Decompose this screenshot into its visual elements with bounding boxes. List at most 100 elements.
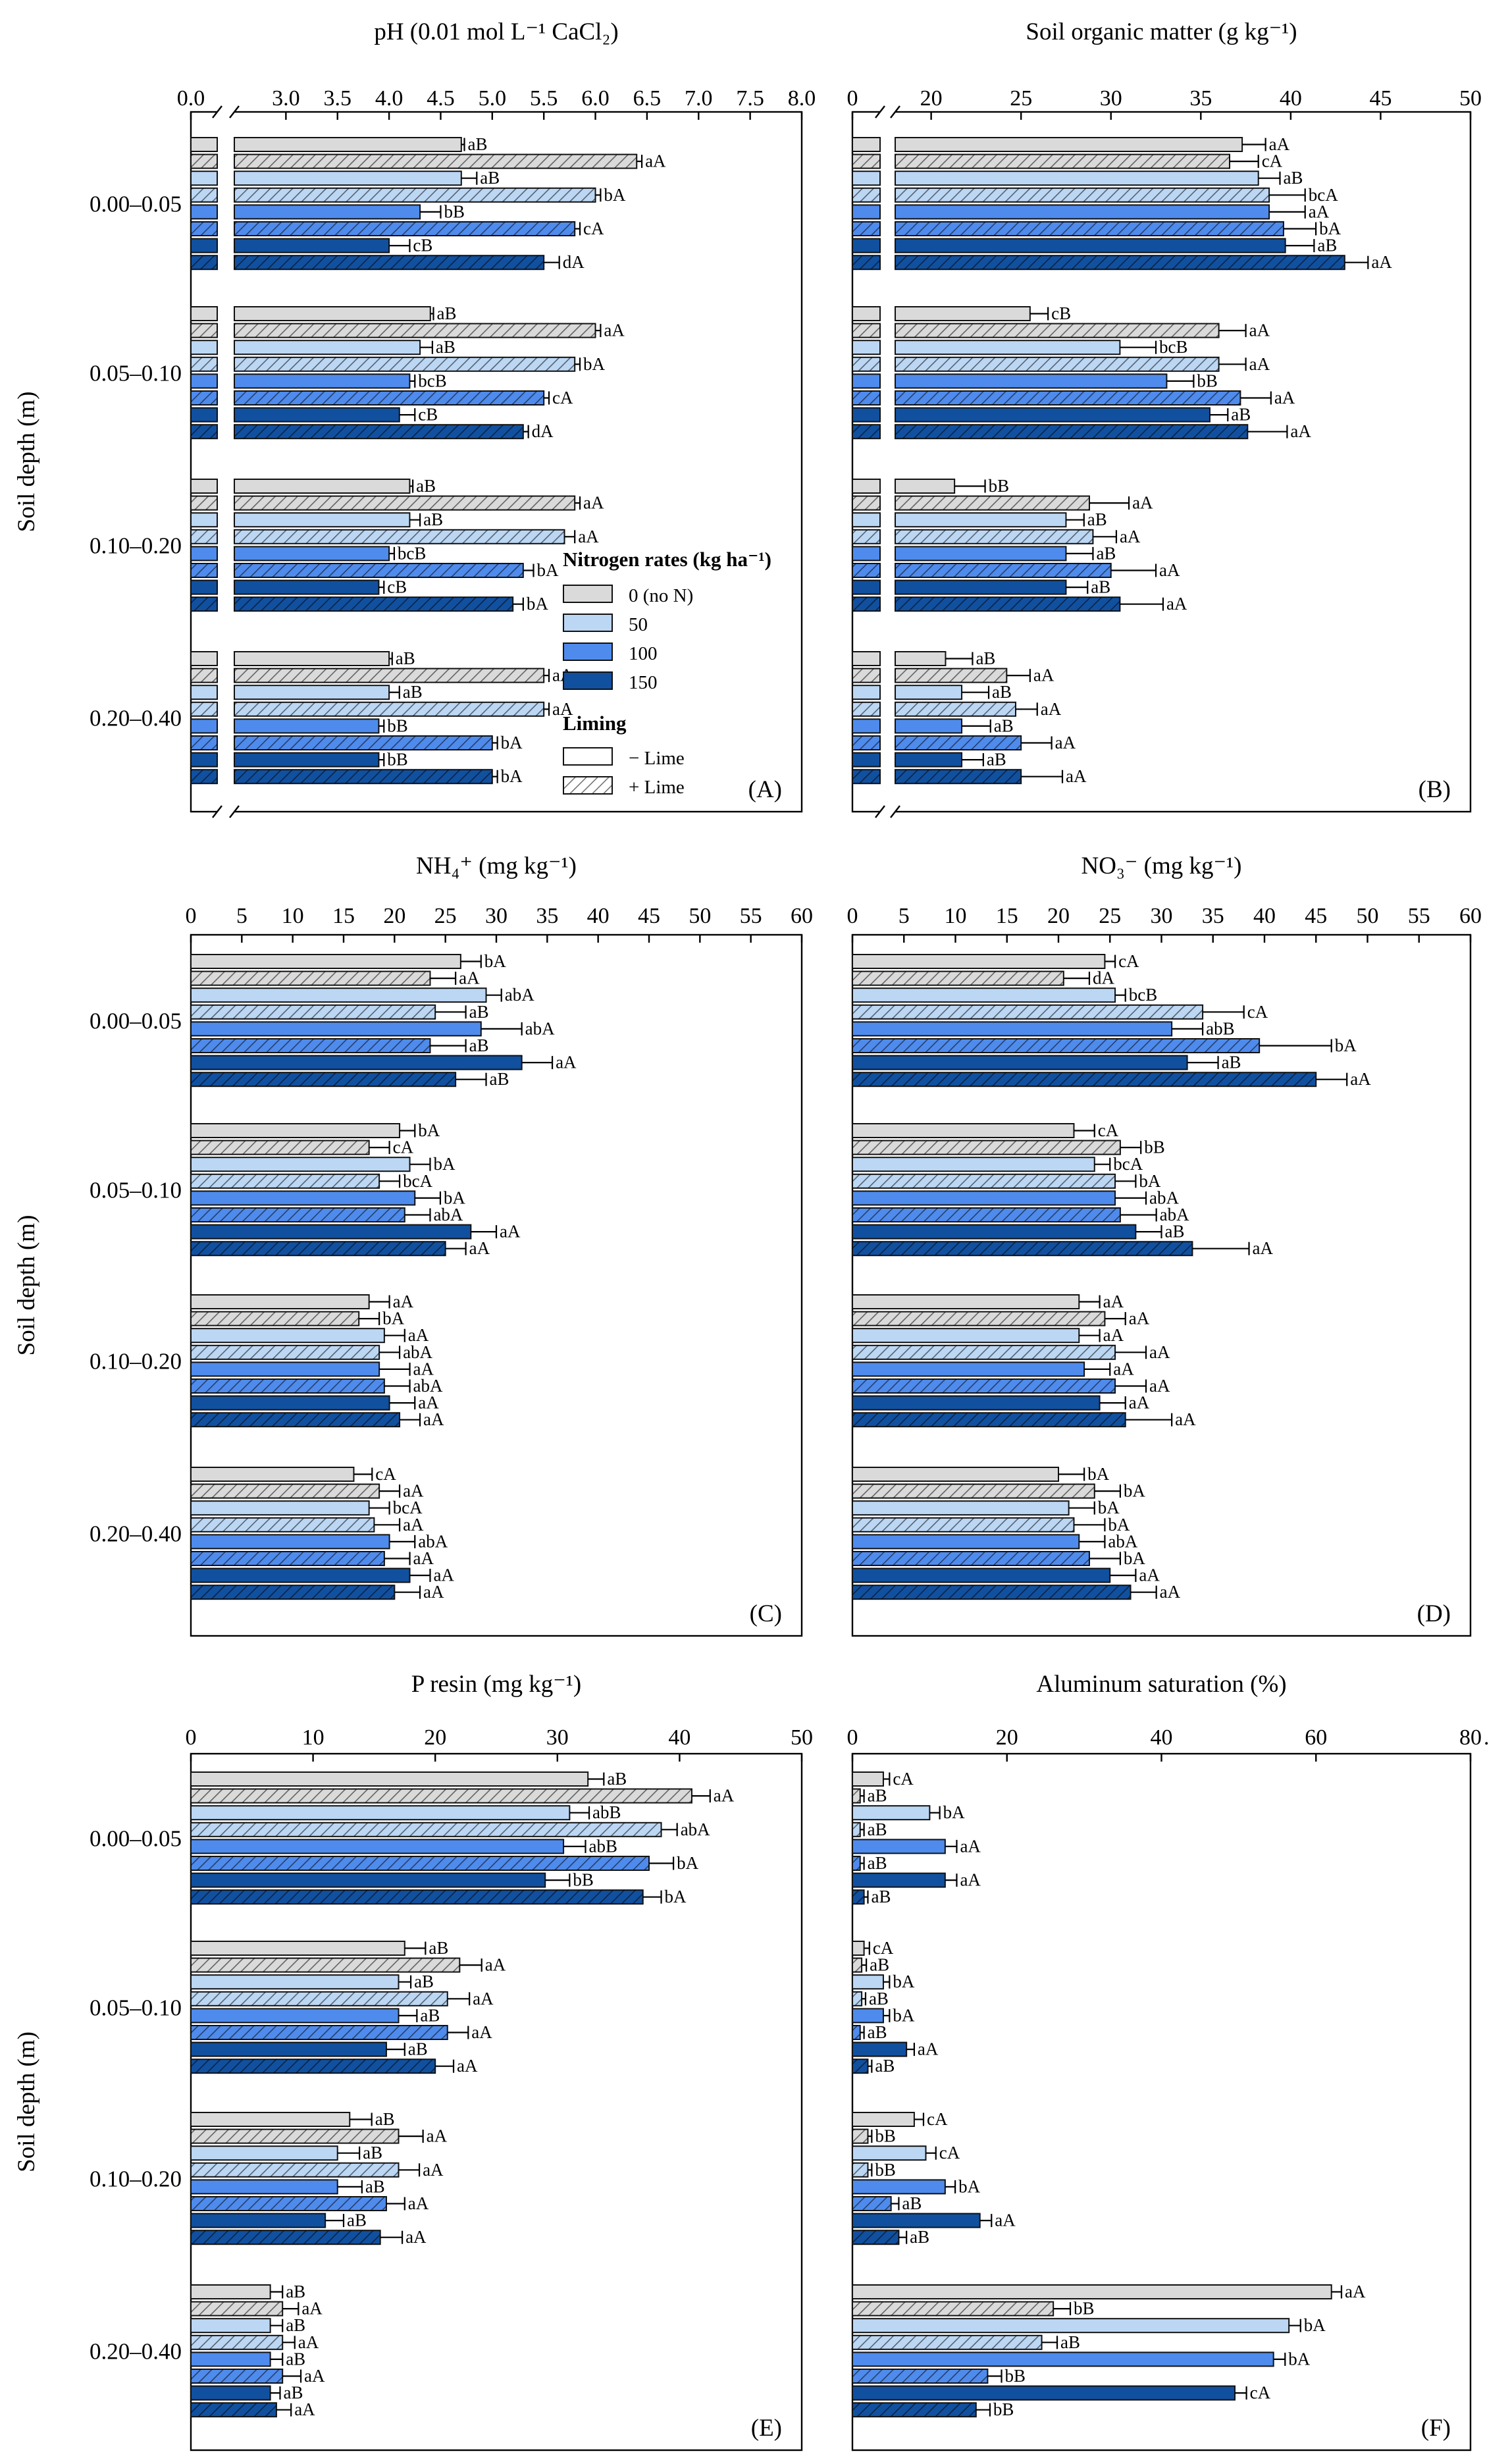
significance-label: aA <box>427 2126 448 2146</box>
panels: 0.0 3.0 3.5 4.0 4.5 5.0 5.5 6.0 6.5 7.0 7.5 8.0pH (… <box>13 18 1490 2451</box>
bar-stub <box>190 479 218 494</box>
bar-hatch <box>191 2301 283 2316</box>
bar-hatch <box>191 1991 448 2006</box>
bar-stub <box>190 651 218 666</box>
significance-label: aB <box>429 1938 448 1958</box>
significance-label: aB <box>868 2022 887 2042</box>
significance-label: cA <box>1262 151 1283 171</box>
bar <box>895 306 1031 321</box>
bar <box>852 1021 1173 1037</box>
bar <box>190 1839 565 1854</box>
chart-title: NH₄⁺ (mg kg⁻¹) <box>416 852 577 879</box>
bar <box>190 1328 385 1344</box>
significance-label: aA <box>1309 201 1330 221</box>
significance-label: aA <box>471 2022 492 2042</box>
bar <box>190 1467 355 1482</box>
significance-label: bA <box>501 733 523 752</box>
significance-label: bB <box>444 201 465 221</box>
bar-hatch <box>234 564 523 577</box>
significance-label: aB <box>436 303 456 323</box>
bar-hatch <box>191 1072 456 1087</box>
y-axis-label: Soil depth (m) <box>13 392 40 533</box>
bar-stub-hatch <box>191 736 217 750</box>
bar <box>190 2385 271 2401</box>
significance-label: aA <box>1129 1393 1150 1413</box>
bar-hatch <box>895 770 1022 784</box>
significance-label: bA <box>1098 1498 1120 1517</box>
bar-hatch <box>191 1379 384 1393</box>
significance-label: bcA <box>1113 1154 1143 1174</box>
significance-label: bA <box>1108 1515 1130 1534</box>
legend-swatch-1 <box>563 614 613 632</box>
significance-label: cA <box>583 219 604 238</box>
bar-hatch <box>852 1552 1089 1565</box>
x-tick-label: 40 <box>1280 86 1302 111</box>
legend-swatch-no-lime <box>563 747 613 766</box>
x-tick-label: 0 <box>186 904 197 928</box>
significance-label: aA <box>645 151 666 171</box>
bar <box>852 1941 865 1956</box>
significance-label: aA <box>469 1238 490 1258</box>
significance-label: aA <box>1120 527 1141 546</box>
bar-hatch <box>191 1311 359 1326</box>
bar-hatch <box>191 2059 436 2074</box>
bar <box>895 137 1243 152</box>
x-tick-label: 3.0 <box>272 86 300 111</box>
significance-label: aA <box>1175 1409 1196 1429</box>
bar <box>190 2213 326 2228</box>
legend-swatch-3 <box>563 671 613 690</box>
bar <box>190 1123 401 1138</box>
significance-label: cA <box>375 1464 396 1484</box>
x-tick-label: 3.5 <box>323 86 351 111</box>
bar <box>852 1534 1080 1550</box>
significance-label: aB <box>910 2227 929 2247</box>
x-tick-label: 30 <box>1100 86 1122 111</box>
significance-label: aA <box>1350 1069 1371 1089</box>
x-tick-label: 35 <box>1202 904 1224 928</box>
bar <box>852 1395 1101 1411</box>
panel-label: (D) <box>1417 1600 1451 1627</box>
x-tick-label: 50 <box>791 1725 813 1750</box>
bar-stub-hatch <box>852 496 880 510</box>
axis-break-mark <box>875 805 885 818</box>
category-label: 0.00–0.05 <box>90 1008 182 1034</box>
bar <box>852 1190 1116 1206</box>
significance-label: aB <box>868 1820 887 1839</box>
significance-label: aA <box>714 1786 735 1806</box>
panel-label: (C) <box>750 1600 782 1627</box>
significance-label: abB <box>1206 1018 1235 1038</box>
significance-label: cA <box>893 1769 914 1789</box>
significance-label: aB <box>976 648 995 668</box>
significance-label: aA <box>604 321 625 340</box>
bar-hatch <box>191 1789 692 1803</box>
x-tick-label: 5.0 <box>479 86 507 111</box>
bar-hatch <box>191 1208 405 1222</box>
x-tick-label: 40 <box>1253 904 1276 928</box>
significance-label: aB <box>420 2005 440 2025</box>
bar-hatch <box>895 154 1230 169</box>
legend-swatch-lime <box>563 776 613 795</box>
significance-label: aA <box>995 2211 1016 2230</box>
x-tick-label: 6.0 <box>581 86 610 111</box>
x-tick-label: 45 <box>1305 904 1327 928</box>
bar <box>234 546 390 562</box>
bar-hatch <box>191 1039 430 1053</box>
bar-hatch <box>191 2197 386 2211</box>
bar-hatch <box>895 597 1120 612</box>
bar <box>234 407 400 423</box>
chart-title: Soil organic matter (g kg⁻¹) <box>1026 18 1297 45</box>
bar-hatch <box>852 1991 862 2006</box>
bar <box>852 954 1106 969</box>
bar <box>852 2284 1332 2299</box>
significance-label: bA <box>1139 1171 1161 1191</box>
significance-label: aA <box>1249 354 1270 374</box>
significance-label: bB <box>875 2160 896 2180</box>
bar <box>852 1805 931 1821</box>
bar-stub <box>852 685 881 700</box>
bar-hatch <box>191 1242 446 1256</box>
x-tick-label: 8.0 <box>788 86 816 111</box>
bar <box>852 1467 1059 1482</box>
category-label: 0.20–0.40 <box>90 2338 182 2364</box>
significance-label: aB <box>1317 236 1337 255</box>
significance-label: bA <box>1124 1481 1146 1501</box>
